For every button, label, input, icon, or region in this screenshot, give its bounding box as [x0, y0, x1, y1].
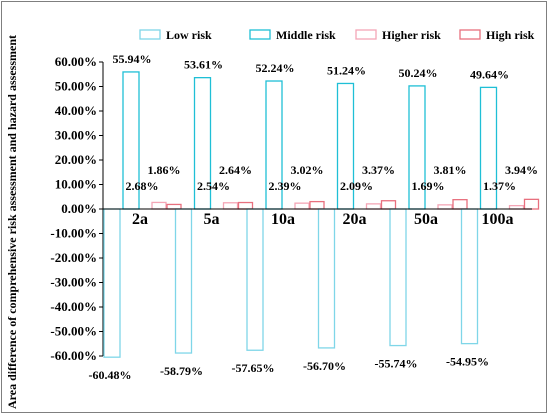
legend-swatch — [249, 29, 271, 40]
category-labels: 2a 5a 10a 20a 50a 100a — [132, 211, 514, 228]
bar-low-risk-10a — [246, 208, 264, 351]
bar-higher-risk-2a — [151, 201, 167, 210]
bar-higher-risk-20a — [365, 203, 382, 210]
y-tick-label: -50.00% — [50, 324, 97, 339]
category-label: 2a — [132, 211, 148, 228]
y-tick-label: 50.00% — [55, 79, 97, 94]
bar-high-risk-20a — [380, 200, 397, 210]
y-axis-label: Area difference of comprehensive risk as… — [5, 35, 19, 409]
data-label-high-risk: 3.02% — [291, 163, 324, 177]
legend-swatch — [139, 29, 161, 40]
data-label-high-risk: 3.81% — [434, 163, 467, 177]
legend: Low risk Middle risk Higher risk High risk — [139, 28, 535, 42]
legend-swatch — [459, 29, 481, 40]
data-labels: -60.48% 55.94% 2.68% 1.86% -58.79% 53.61% 2.54… — [89, 52, 539, 382]
y-tick-label: -10.00% — [50, 226, 97, 241]
data-label-high-risk: 2.64% — [219, 163, 252, 177]
y-tick-label: 60.00% — [55, 54, 97, 69]
bar-high-risk-50a — [452, 199, 468, 210]
data-label-higher-risk: 2.68% — [126, 179, 159, 193]
data-label-middle-risk: 52.24% — [256, 61, 295, 75]
legend-label: Higher risk — [382, 28, 441, 42]
bar-high-risk-2a — [166, 203, 182, 210]
data-label-higher-risk: 2.54% — [197, 179, 230, 193]
y-tick-label: 20.00% — [55, 152, 97, 167]
data-label-higher-risk: 2.09% — [340, 179, 373, 193]
data-label-middle-risk: 49.64% — [470, 67, 509, 81]
data-label-low-risk: -56.70% — [303, 359, 346, 373]
category-label: 20a — [343, 211, 367, 228]
legend-label: Middle risk — [276, 28, 336, 42]
bar-low-risk-20a — [317, 208, 336, 349]
data-label-middle-risk: 55.94% — [113, 52, 152, 66]
y-tick-label: 40.00% — [55, 103, 97, 118]
category-label: 50a — [414, 211, 438, 228]
data-label-higher-risk: 1.69% — [412, 179, 445, 193]
category-label: 10a — [271, 211, 295, 228]
data-label-middle-risk: 51.24% — [327, 63, 366, 77]
y-axis: 60.00% 50.00% 40.00% 30.00% 20.00% 10.00% 0.00… — [50, 54, 104, 363]
data-label-low-risk: -57.65% — [232, 361, 275, 375]
bar-low-risk-50a — [389, 208, 407, 347]
data-label-low-risk: -54.95% — [446, 355, 489, 369]
y-tick-label: -20.00% — [50, 250, 97, 265]
bar-higher-risk-5a — [222, 202, 239, 210]
legend-swatch — [355, 29, 377, 40]
y-tick-label: 10.00% — [55, 177, 97, 192]
bars — [103, 71, 540, 358]
y-tick-label: 30.00% — [55, 128, 97, 143]
bar-higher-risk-100a — [508, 204, 525, 210]
legend-label: High risk — [486, 28, 535, 42]
bar-low-risk-2a — [103, 208, 121, 358]
y-tick-label: 0.00% — [61, 201, 97, 216]
data-label-low-risk: -60.48% — [89, 368, 132, 382]
y-tick-label: -40.00% — [50, 299, 97, 314]
data-label-higher-risk: 2.39% — [269, 179, 302, 193]
bar-high-risk-100a — [523, 198, 540, 210]
bar-higher-risk-10a — [294, 202, 310, 210]
data-label-middle-risk: 53.61% — [184, 58, 223, 72]
bar-higher-risk-50a — [437, 204, 453, 210]
data-label-high-risk: 1.86% — [148, 163, 181, 177]
y-tick-label: -60.00% — [50, 348, 97, 363]
category-label: 100a — [482, 211, 514, 228]
category-label: 5a — [204, 211, 220, 228]
data-label-low-risk: -58.79% — [160, 364, 203, 378]
data-label-low-risk: -55.74% — [375, 357, 418, 371]
bar-low-risk-5a — [174, 208, 193, 354]
data-label-higher-risk: 1.37% — [483, 179, 516, 193]
bar-high-risk-5a — [237, 201, 254, 210]
legend-label: Low risk — [166, 28, 212, 42]
data-label-middle-risk: 50.24% — [399, 66, 438, 80]
y-tick-label: -30.00% — [50, 275, 97, 290]
bar-low-risk-100a — [460, 208, 479, 345]
data-label-high-risk: 3.94% — [505, 163, 538, 177]
data-label-high-risk: 3.37% — [362, 163, 395, 177]
bar-high-risk-10a — [309, 200, 325, 210]
